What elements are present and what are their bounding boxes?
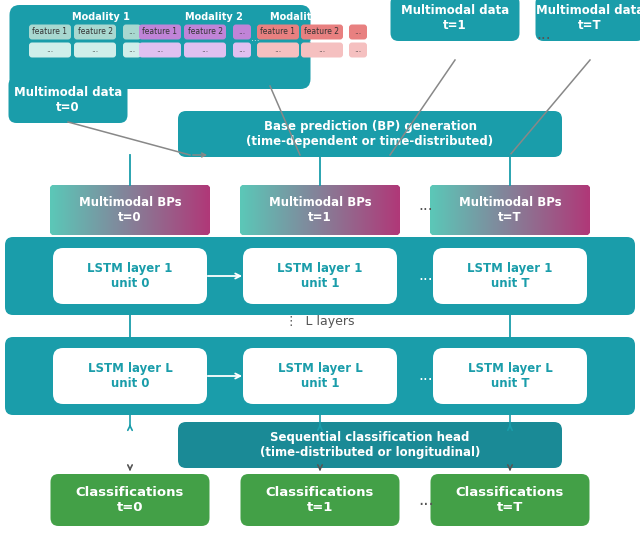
FancyBboxPatch shape: [428, 183, 592, 237]
Text: Classifications
t=T: Classifications t=T: [456, 486, 564, 514]
Text: ...: ...: [251, 34, 259, 43]
FancyBboxPatch shape: [243, 348, 397, 404]
FancyBboxPatch shape: [51, 474, 209, 526]
Text: ...: ...: [47, 45, 54, 55]
Text: Multimodal BPs
t=T: Multimodal BPs t=T: [459, 196, 561, 224]
Text: ...: ...: [239, 28, 246, 37]
FancyBboxPatch shape: [349, 24, 367, 39]
Text: ⋮  L layers: ⋮ L layers: [285, 315, 355, 328]
Text: Base prediction (BP) generation
(time-dependent or time-distributed): Base prediction (BP) generation (time-de…: [246, 120, 493, 148]
Text: feature 1: feature 1: [260, 28, 296, 37]
FancyBboxPatch shape: [29, 24, 71, 39]
Text: Classifications
t=1: Classifications t=1: [266, 486, 374, 514]
Text: ...: ...: [418, 368, 433, 383]
Text: ...: ...: [418, 198, 433, 213]
Text: ...: ...: [418, 491, 434, 509]
Text: ...: ...: [129, 28, 136, 37]
FancyBboxPatch shape: [184, 24, 226, 39]
Text: Multimodal data
t=T: Multimodal data t=T: [536, 4, 640, 32]
FancyBboxPatch shape: [301, 43, 343, 57]
Text: feature 1: feature 1: [33, 28, 67, 37]
Text: feature 2: feature 2: [305, 28, 339, 37]
FancyBboxPatch shape: [8, 77, 127, 123]
FancyBboxPatch shape: [257, 24, 299, 39]
FancyBboxPatch shape: [74, 43, 116, 57]
FancyBboxPatch shape: [390, 0, 520, 41]
Text: ...: ...: [536, 27, 550, 42]
Text: ...: ...: [418, 268, 433, 284]
Text: ...: ...: [92, 45, 99, 55]
Text: ...: ...: [275, 45, 282, 55]
Text: Multimodal BPs
t=1: Multimodal BPs t=1: [269, 196, 371, 224]
FancyBboxPatch shape: [139, 24, 181, 39]
FancyBboxPatch shape: [5, 237, 635, 315]
Text: ...: ...: [355, 45, 362, 55]
Text: feature 2: feature 2: [77, 28, 113, 37]
Text: ...: ...: [239, 45, 246, 55]
Text: Modality 1: Modality 1: [72, 12, 130, 22]
FancyBboxPatch shape: [184, 43, 226, 57]
FancyBboxPatch shape: [241, 474, 399, 526]
Text: LSTM layer L
unit T: LSTM layer L unit T: [468, 362, 552, 390]
Text: Classifications
t=0: Classifications t=0: [76, 486, 184, 514]
Text: Sequential classification head
(time-distributed or longitudinal): Sequential classification head (time-dis…: [260, 431, 480, 459]
FancyBboxPatch shape: [233, 24, 251, 39]
Text: LSTM layer 1
unit 1: LSTM layer 1 unit 1: [277, 262, 363, 290]
Text: Multimodal data
t=0: Multimodal data t=0: [14, 86, 122, 114]
FancyBboxPatch shape: [433, 348, 587, 404]
Text: ...: ...: [156, 45, 164, 55]
Text: LSTM layer 1
unit 0: LSTM layer 1 unit 0: [87, 262, 173, 290]
FancyBboxPatch shape: [139, 43, 181, 57]
FancyBboxPatch shape: [301, 24, 343, 39]
FancyBboxPatch shape: [53, 348, 207, 404]
Text: Modality 2: Modality 2: [185, 12, 243, 22]
FancyBboxPatch shape: [349, 43, 367, 57]
Text: ...: ...: [129, 45, 136, 55]
FancyBboxPatch shape: [178, 422, 562, 468]
FancyBboxPatch shape: [178, 111, 562, 157]
Text: LSTM layer L
unit 0: LSTM layer L unit 0: [88, 362, 172, 390]
Text: feature 1: feature 1: [143, 28, 177, 37]
Text: ...: ...: [202, 45, 209, 55]
Text: feature 2: feature 2: [188, 28, 223, 37]
Text: LSTM layer 1
unit T: LSTM layer 1 unit T: [467, 262, 553, 290]
FancyBboxPatch shape: [5, 337, 635, 415]
FancyBboxPatch shape: [233, 43, 251, 57]
FancyBboxPatch shape: [257, 43, 299, 57]
FancyBboxPatch shape: [123, 43, 141, 57]
Text: Multimodal BPs
t=0: Multimodal BPs t=0: [79, 196, 181, 224]
FancyBboxPatch shape: [48, 183, 212, 237]
Text: ...: ...: [319, 45, 326, 55]
FancyBboxPatch shape: [433, 248, 587, 304]
FancyBboxPatch shape: [53, 248, 207, 304]
Text: ...: ...: [308, 35, 316, 44]
Text: LSTM layer L
unit 1: LSTM layer L unit 1: [278, 362, 362, 390]
FancyBboxPatch shape: [536, 0, 640, 41]
FancyBboxPatch shape: [238, 183, 402, 237]
FancyBboxPatch shape: [431, 474, 589, 526]
FancyBboxPatch shape: [243, 248, 397, 304]
Text: ...: ...: [355, 28, 362, 37]
Text: Multimodal data
t=1: Multimodal data t=1: [401, 4, 509, 32]
FancyBboxPatch shape: [123, 24, 141, 39]
FancyBboxPatch shape: [74, 24, 116, 39]
Text: Modality M: Modality M: [270, 12, 331, 22]
FancyBboxPatch shape: [10, 5, 310, 89]
FancyBboxPatch shape: [29, 43, 71, 57]
